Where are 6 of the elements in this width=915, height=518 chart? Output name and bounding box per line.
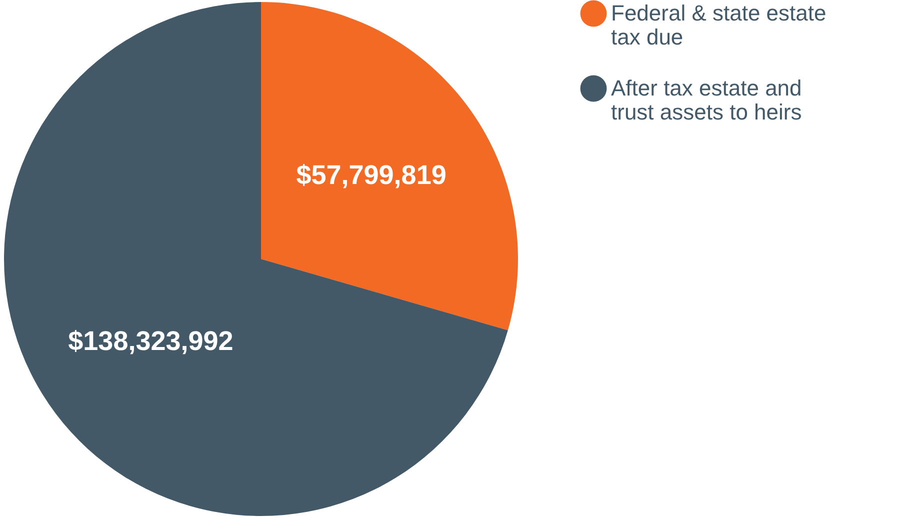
- legend-label: After tax estate and trust assets to heirs: [611, 76, 802, 124]
- pie-slice: [4, 2, 508, 516]
- data-label: $57,799,819: [296, 160, 446, 190]
- data-label: $138,323,992: [68, 326, 234, 356]
- pie-slice: [261, 2, 518, 330]
- legend-label: Federal & state estate tax due: [611, 0, 826, 50]
